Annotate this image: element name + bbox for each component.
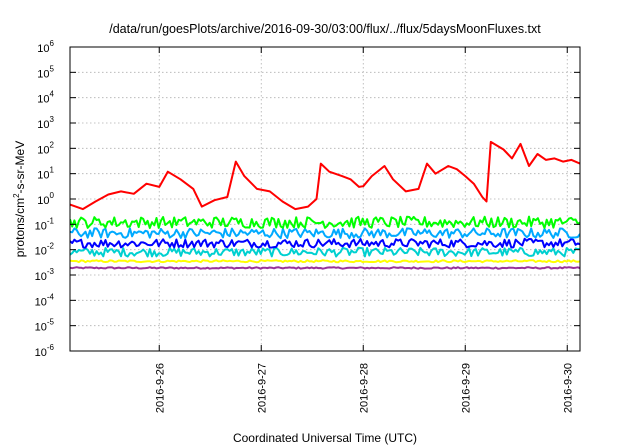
flux-series-line xyxy=(70,259,580,264)
y-tick-label: 101 xyxy=(37,166,54,182)
x-tick-label: 2016-9-28 xyxy=(358,363,370,413)
y-tick-label: 102 xyxy=(37,140,54,156)
y-label-text: protons/cm xyxy=(13,198,27,257)
y-tick-label: 106 xyxy=(37,39,54,55)
chart-title: /data/run/goesPlots/archive/2016-09-30/0… xyxy=(109,22,541,36)
x-tick-label: 2016-9-27 xyxy=(256,363,268,413)
y-label-text: -s-sr-MeV xyxy=(13,141,27,194)
y-tick-labels: 10-6 10-5 10-4 10-3 10-2 10-1 100 101 102 103 104 1… xyxy=(35,39,55,359)
flux-series-line-red xyxy=(70,140,580,211)
y-tick-label: 10-2 xyxy=(35,242,55,258)
series-layer xyxy=(70,140,580,270)
y-tick-label: 103 xyxy=(37,115,54,131)
x-tick-labels: 2016-9-26 2016-9-27 2016-9-28 2016-9-29 2016… xyxy=(154,363,574,413)
grid-lines xyxy=(70,47,580,351)
x-axis-label: Coordinated Universal Time (UTC) xyxy=(233,431,417,445)
y-tick-label: 10-4 xyxy=(35,292,55,308)
y-tick-label: 105 xyxy=(37,64,54,80)
y-tick-label: 104 xyxy=(37,90,54,106)
axis-ticks xyxy=(70,46,580,352)
y-tick-label: 10-6 xyxy=(35,343,55,359)
y-label-superscript: 2 xyxy=(12,193,21,198)
y-tick-label: 10-1 xyxy=(35,216,55,232)
x-tick-label: 2016-9-29 xyxy=(460,363,472,413)
y-axis-label: protons/cm2-s-sr-MeV xyxy=(12,141,27,257)
y-tick-label: 10-3 xyxy=(35,267,55,283)
x-tick-label: 2016-9-30 xyxy=(562,363,574,413)
x-tick-label: 2016-9-26 xyxy=(154,363,166,413)
flux-series-line xyxy=(70,215,580,229)
y-tick-label: 100 xyxy=(37,191,54,207)
flux-series-line xyxy=(70,237,580,249)
y-tick-label: 10-5 xyxy=(35,318,55,334)
flux-series-line xyxy=(70,227,580,240)
flux-series-line xyxy=(70,266,580,270)
flux-series-line xyxy=(70,246,580,258)
